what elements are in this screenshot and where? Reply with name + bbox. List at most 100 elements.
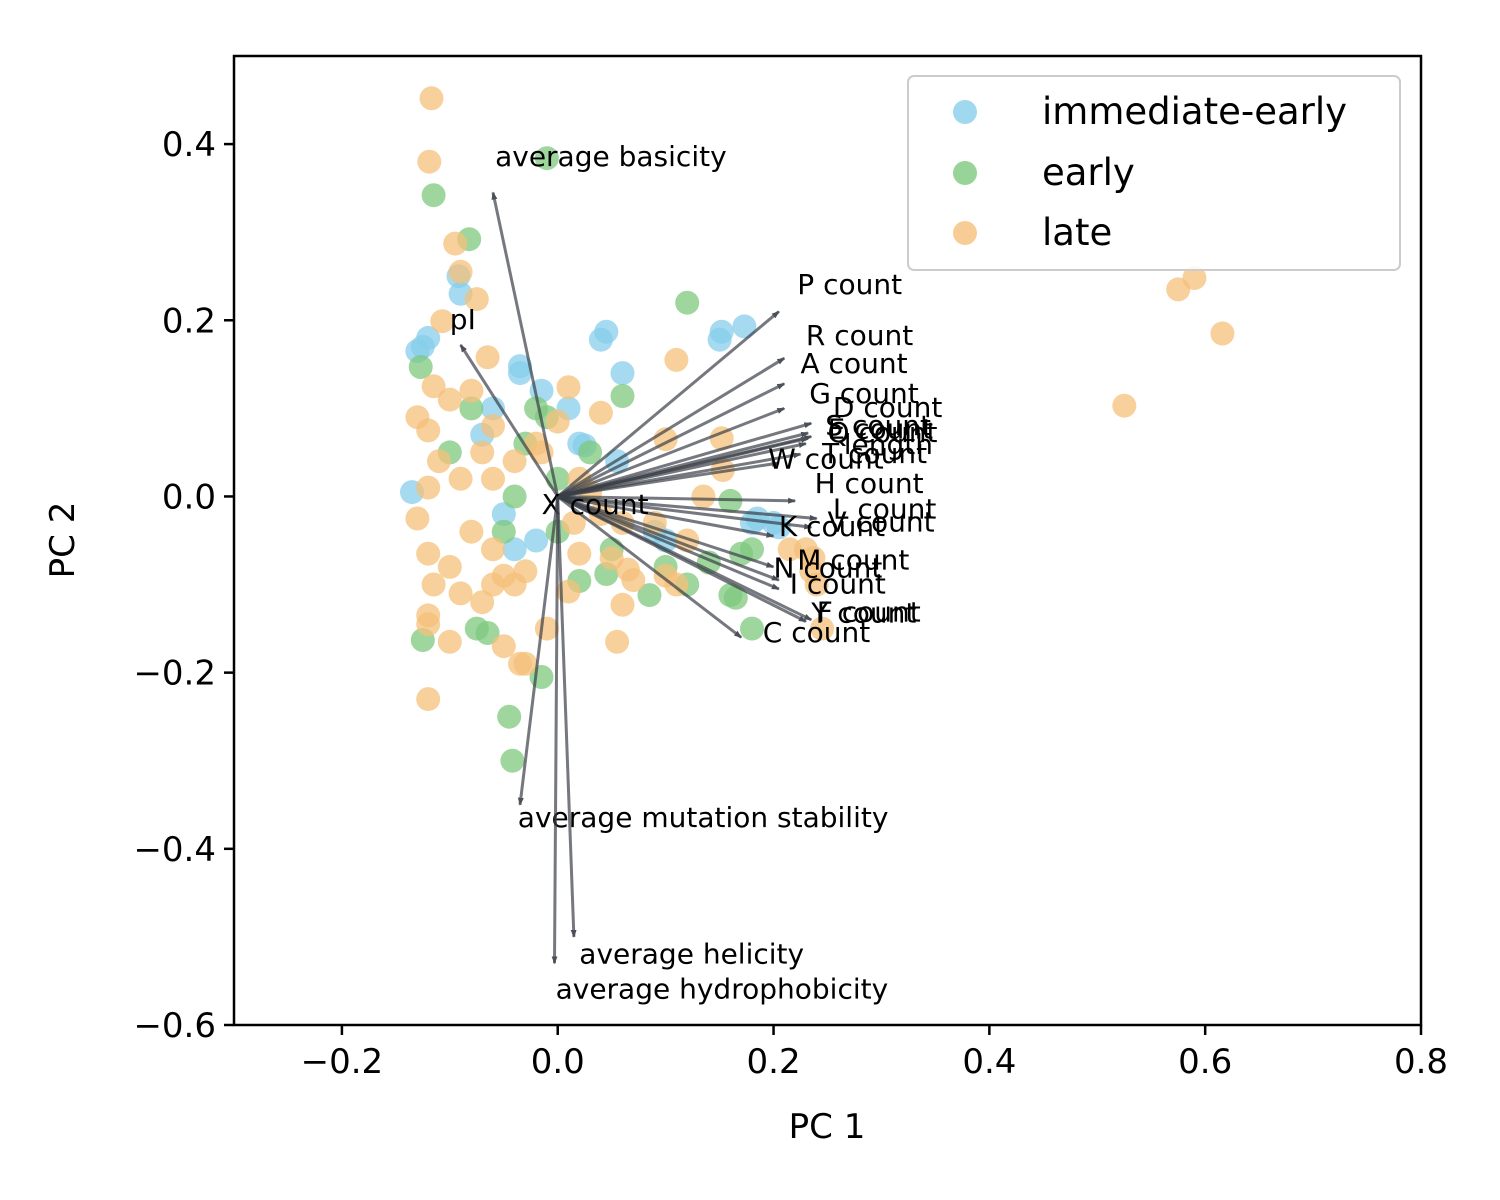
loading-label: average mutation stability [518, 801, 889, 834]
point-late [1112, 393, 1137, 418]
loading-label: D count [833, 391, 942, 424]
point-early [637, 583, 662, 608]
loading-label: S count [825, 409, 931, 442]
point-late [448, 259, 473, 284]
loading-label: pI [450, 303, 476, 336]
loading-arrow [557, 495, 797, 504]
point-late [810, 616, 835, 641]
point-early [491, 519, 516, 544]
point-late [470, 440, 495, 465]
loading-label: L count [833, 493, 937, 526]
x-tick-label: 0.2 [747, 1042, 801, 1082]
point-late [799, 559, 824, 584]
y-axis-ticks: −0.6 −0.4 −0.2 0.0 0.2 0.4 [133, 125, 234, 1046]
point-immediate-early [524, 528, 549, 553]
y-tick-label: 0.4 [162, 125, 216, 165]
point-late [588, 400, 613, 425]
point-late [459, 519, 484, 544]
point-late [475, 345, 500, 370]
x-tick-label: −0.2 [301, 1042, 384, 1082]
point-late [430, 309, 455, 334]
legend-marker-late [953, 221, 977, 245]
legend-label-late: late [1042, 211, 1112, 254]
point-late [464, 287, 489, 312]
legend-marker-early [953, 161, 977, 185]
point-early [723, 585, 748, 610]
point-late [448, 466, 473, 491]
point-late [437, 629, 462, 654]
y-tick-label: −0.6 [133, 1006, 216, 1046]
loading-label: T count [821, 437, 927, 470]
loading-arrow [551, 496, 560, 965]
y-tick-label: 0.0 [162, 477, 216, 517]
loading-arrow [557, 495, 780, 591]
point-late [561, 510, 586, 535]
point-late [664, 347, 689, 372]
loading-label: average helicity [579, 937, 804, 970]
loading-arrow [557, 407, 786, 498]
legend-label-immediate-early: immediate-early [1042, 90, 1347, 133]
point-late [481, 414, 505, 438]
point-late [502, 449, 527, 474]
point-immediate-early [610, 361, 635, 386]
x-axis-ticks: −0.2 0.0 0.2 0.4 0.6 0.8 [301, 1025, 1448, 1082]
loading-label: F count [817, 596, 921, 629]
loading-arrow [556, 310, 780, 498]
y-tick-label: −0.2 [133, 654, 216, 694]
loading-label: H count [815, 467, 924, 500]
point-late [419, 86, 444, 111]
point-late [556, 375, 581, 400]
point-late [491, 634, 516, 659]
point-late [416, 475, 441, 500]
x-axis-label: PC 1 [789, 1107, 866, 1147]
loading-arrow [557, 382, 786, 498]
point-late [459, 378, 484, 403]
loading-arrow [557, 442, 807, 498]
legend-label-early: early [1042, 151, 1135, 194]
point-early [421, 183, 446, 208]
point-immediate-early [709, 319, 734, 344]
loading-label: Q count [828, 416, 938, 449]
point-early [675, 290, 700, 315]
plot-frame [232, 54, 1423, 1027]
point-late [416, 541, 441, 566]
loading-label: I count [790, 567, 886, 600]
point-early [502, 484, 527, 509]
loading-label: average basicity [495, 140, 727, 173]
point-late [545, 409, 570, 434]
point-late [513, 559, 538, 584]
loading-label: M count [797, 544, 909, 577]
point-early [408, 355, 433, 379]
point-late [416, 687, 441, 712]
point-late [448, 581, 473, 606]
point-late [405, 506, 430, 531]
loading-arrow [491, 191, 560, 497]
point-late [417, 149, 442, 174]
point-early [464, 616, 489, 641]
point-late [443, 231, 468, 256]
loading-label: N count [774, 552, 883, 585]
point-immediate-early [502, 537, 527, 562]
point-late [470, 590, 495, 615]
loading-label: W count [768, 442, 884, 475]
loading-arrow [556, 356, 786, 498]
point-immediate-early [594, 319, 619, 344]
point-immediate-early [732, 314, 757, 339]
loading-arrow [557, 495, 775, 569]
point-late [416, 612, 441, 637]
point-early [534, 146, 559, 171]
point-early [740, 537, 764, 562]
x-tick-label: 0.0 [531, 1042, 585, 1082]
legend-box [907, 75, 1401, 271]
point-late [427, 449, 451, 474]
loading-arrow [557, 495, 813, 530]
point-late [1182, 266, 1207, 290]
point-late [621, 568, 646, 593]
loading-label: C count [763, 616, 870, 649]
point-early [610, 384, 635, 408]
point-late [481, 466, 505, 491]
point-early [459, 396, 484, 421]
x-tick-label: 0.6 [1178, 1042, 1232, 1082]
point-late [437, 387, 462, 412]
